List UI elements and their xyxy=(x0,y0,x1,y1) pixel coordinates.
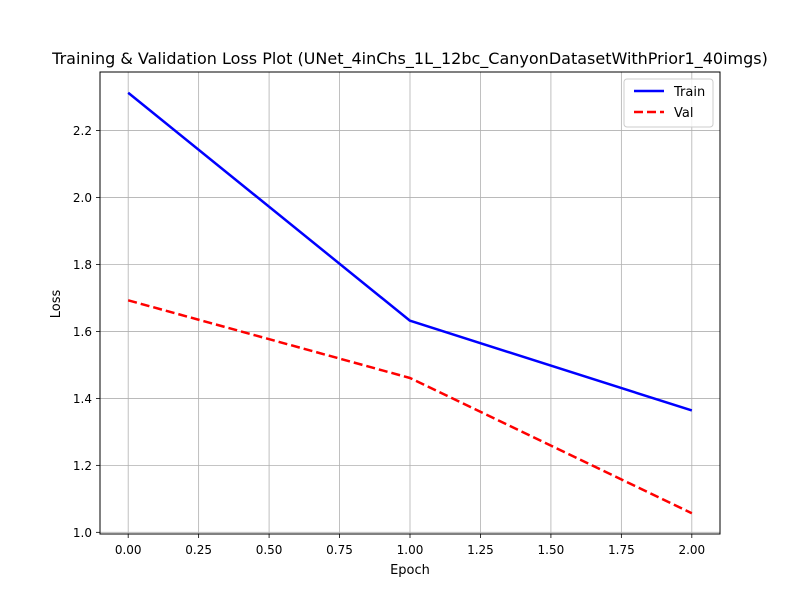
legend-label-val: Val xyxy=(674,106,693,121)
series-line-val xyxy=(127,299,693,515)
y-tick-label: 2.2 xyxy=(73,124,92,138)
y-tick-label: 1.8 xyxy=(73,258,92,272)
chart-title: Training & Validation Loss Plot (UNet_4i… xyxy=(51,49,768,69)
y-axis-label: Loss xyxy=(49,290,64,319)
x-tick-label: 1.00 xyxy=(397,543,424,557)
x-tick-label: 0.25 xyxy=(185,543,212,557)
legend-label-train: Train xyxy=(673,85,705,100)
legend: Train Val xyxy=(623,78,714,128)
y-tick-label: 2.0 xyxy=(73,191,92,205)
x-tick-label: 1.25 xyxy=(467,543,494,557)
axis-ticks: 0.00 0.25 0.50 0.75 1.00 1.25 1.50 1.75 2.00 1.0 1… xyxy=(73,124,705,557)
grid xyxy=(100,72,720,534)
y-tick-label: 1.0 xyxy=(73,526,92,540)
x-tick-label: 0.75 xyxy=(326,543,353,557)
y-tick-label: 1.2 xyxy=(73,459,92,473)
x-tick-label: 0.00 xyxy=(115,543,142,557)
x-tick-label: 1.75 xyxy=(608,543,635,557)
x-tick-label: 0.50 xyxy=(256,543,283,557)
y-tick-label: 1.4 xyxy=(73,392,92,406)
series-lines xyxy=(127,91,693,515)
series-line-train xyxy=(127,91,693,412)
x-tick-label: 1.50 xyxy=(538,543,565,557)
x-axis-label: Epoch xyxy=(390,563,430,578)
x-tick-label: 2.00 xyxy=(678,543,705,557)
y-tick-label: 1.6 xyxy=(73,325,92,339)
